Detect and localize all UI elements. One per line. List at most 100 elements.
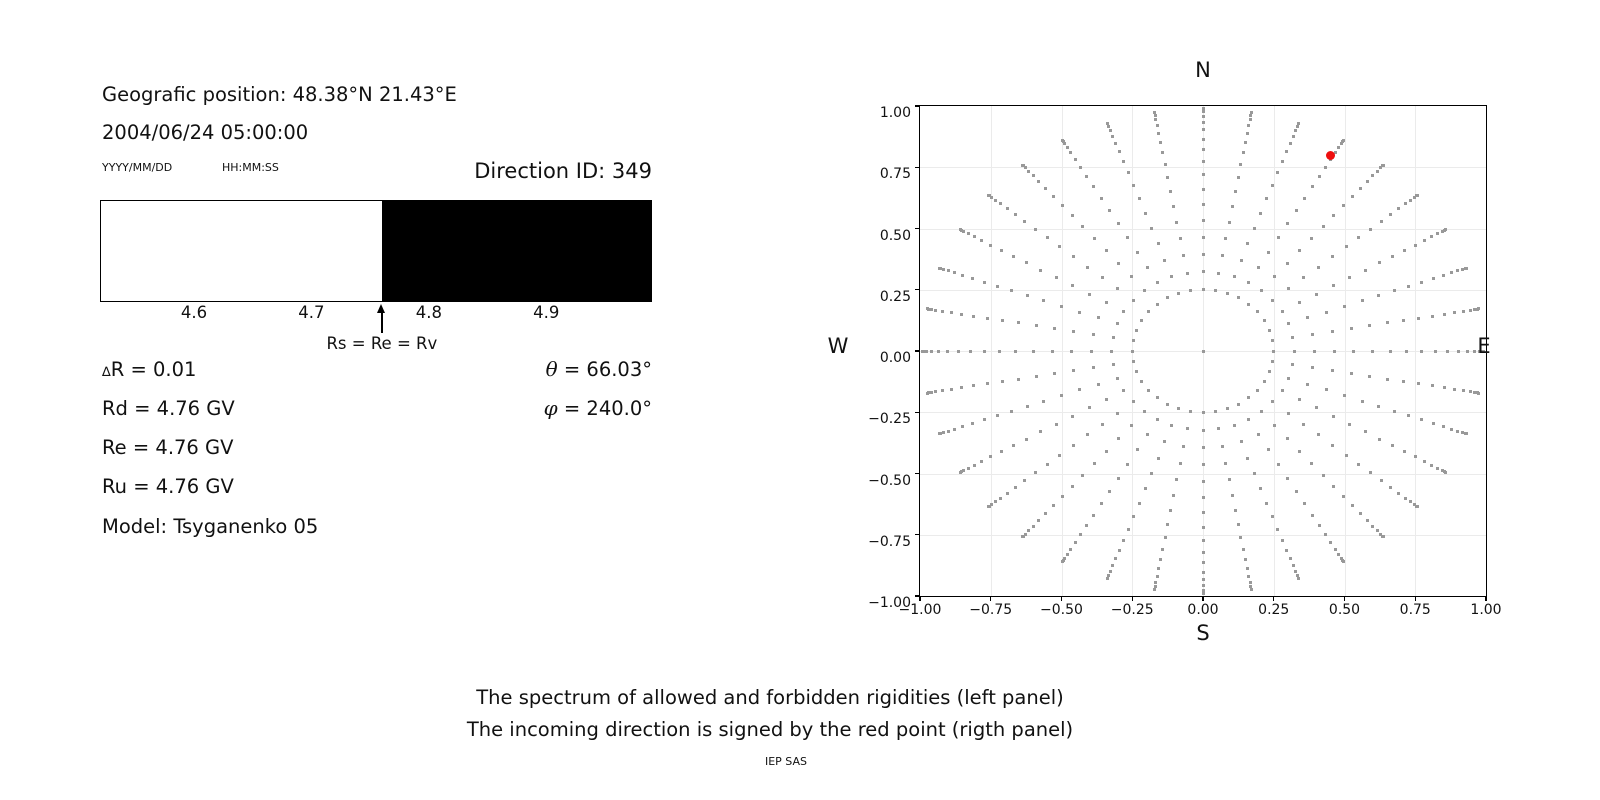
- scatter-dot: [1230, 205, 1234, 208]
- scatter-dot: [1108, 570, 1112, 574]
- scatter-dot: [1152, 110, 1156, 114]
- scatter-dot: [1287, 376, 1291, 380]
- scatter-dot: [1344, 245, 1348, 249]
- scatter-dot: [1021, 535, 1025, 539]
- scatter-dot: [1156, 242, 1160, 246]
- scatter-dot: [1189, 289, 1193, 293]
- scatter-dot: [1473, 307, 1477, 311]
- scatter-dot: [1351, 195, 1355, 199]
- scatter-dot: [1409, 198, 1413, 202]
- scatter-dot: [1371, 524, 1375, 528]
- scatter-dot: [1149, 472, 1153, 476]
- x-tick-label: −1.00: [898, 602, 942, 618]
- scatter-dot: [1288, 557, 1292, 561]
- scatter-dot: [1131, 360, 1135, 364]
- scatter-dot: [1381, 163, 1385, 167]
- scatter-dot: [1163, 162, 1167, 166]
- scatter-dot: [989, 503, 993, 507]
- scatter-dot: [968, 349, 972, 353]
- scatter-dot: [1332, 284, 1336, 288]
- scatter-dot: [1295, 489, 1299, 493]
- geographic-position-text: Geografic position: 48.38°N 21.43°E: [102, 83, 457, 106]
- scatter-dot: [1371, 174, 1375, 178]
- scatter-dot: [1442, 312, 1446, 316]
- scatter-dot: [1063, 142, 1067, 146]
- scatter-dot: [1317, 265, 1321, 269]
- x-tick-label: −0.50: [1040, 602, 1083, 618]
- scatter-dot: [1317, 433, 1321, 437]
- scatter-dot: [1027, 529, 1031, 533]
- scatter-dot: [1321, 225, 1325, 229]
- scatter-dot: [1473, 391, 1477, 394]
- scatter-dot: [1444, 470, 1448, 474]
- scatter-dot: [1023, 478, 1027, 482]
- scatter-dot: [1116, 262, 1120, 266]
- scatter-dot: [1440, 229, 1444, 233]
- scatter-dot: [1025, 294, 1029, 298]
- scatter-dot: [1042, 399, 1046, 403]
- scatter-dot: [1368, 374, 1372, 378]
- scatter-dot: [1420, 418, 1424, 422]
- scatter-dot: [1158, 140, 1162, 144]
- scatter-dot: [1115, 376, 1119, 380]
- scatter-dot: [1259, 211, 1263, 215]
- scatter-dot: [1107, 489, 1111, 493]
- scatter-dot: [1145, 433, 1149, 437]
- scatter-dot: [1158, 558, 1162, 562]
- scatter-dot: [1397, 491, 1401, 495]
- scatter-dot: [1352, 349, 1356, 353]
- scatter-dot: [925, 391, 929, 395]
- scatter-dot: [1377, 294, 1381, 298]
- scatter-dot: [1306, 382, 1310, 386]
- scatter-dot: [1255, 388, 1259, 392]
- phi-line: φ = 240.0°: [452, 397, 652, 420]
- compass-south-label: S: [1196, 621, 1210, 645]
- scatter-dot: [1358, 187, 1362, 191]
- x-tick-mark: [1485, 596, 1487, 601]
- scatter-dot: [1351, 503, 1355, 507]
- y-gridline: [920, 534, 1486, 536]
- scatter-dot: [1413, 455, 1417, 459]
- scatter-dot: [1456, 429, 1460, 433]
- scatter-dot: [1317, 175, 1321, 179]
- scatter-dot: [1032, 349, 1036, 353]
- scatter-dot: [1331, 443, 1335, 447]
- scatter-dot: [1096, 316, 1100, 320]
- scatter-dot: [1017, 321, 1021, 325]
- delta-symbol: ∆: [102, 365, 111, 380]
- scatter-dot: [1259, 487, 1263, 491]
- scatter-dot: [1111, 564, 1115, 568]
- scatter-dot: [966, 232, 970, 236]
- scatter-dot: [1236, 523, 1240, 527]
- scatter-dot: [1368, 324, 1372, 328]
- scatter-dot: [1060, 204, 1064, 208]
- scatter-dot: [1422, 460, 1426, 464]
- scatter-dot: [1152, 588, 1156, 592]
- scatter-dot: [1033, 227, 1037, 231]
- scatter-dot: [1201, 511, 1205, 515]
- scatter-dot: [1369, 227, 1373, 231]
- forbidden-region: [381, 201, 651, 301]
- scatter-dot: [1285, 150, 1289, 154]
- scatter-dot: [1339, 556, 1343, 560]
- scatter-dot: [1104, 397, 1108, 401]
- scatter-dot: [1052, 326, 1056, 330]
- scatter-dot: [1116, 287, 1119, 291]
- scatter-dot: [1295, 124, 1299, 128]
- scatter-dot: [1224, 461, 1228, 465]
- scatter-dot: [1291, 134, 1295, 138]
- scatter-dot: [1201, 525, 1205, 529]
- compass-north-label: N: [1195, 58, 1211, 82]
- scatter-dot: [958, 470, 962, 474]
- scatter-dot: [1089, 349, 1093, 353]
- scatter-dot: [1175, 220, 1179, 224]
- scatter-dot: [1389, 485, 1393, 489]
- scatter-dot: [1085, 433, 1089, 437]
- scatter-dot: [1286, 476, 1290, 480]
- scatter-dot: [1147, 388, 1151, 392]
- scatter-dot: [1092, 237, 1096, 241]
- scatter-dot: [953, 271, 957, 275]
- scatter-dot: [980, 238, 984, 242]
- scatter-dot: [946, 429, 950, 433]
- direction-id-text: Direction ID: 349: [474, 159, 652, 183]
